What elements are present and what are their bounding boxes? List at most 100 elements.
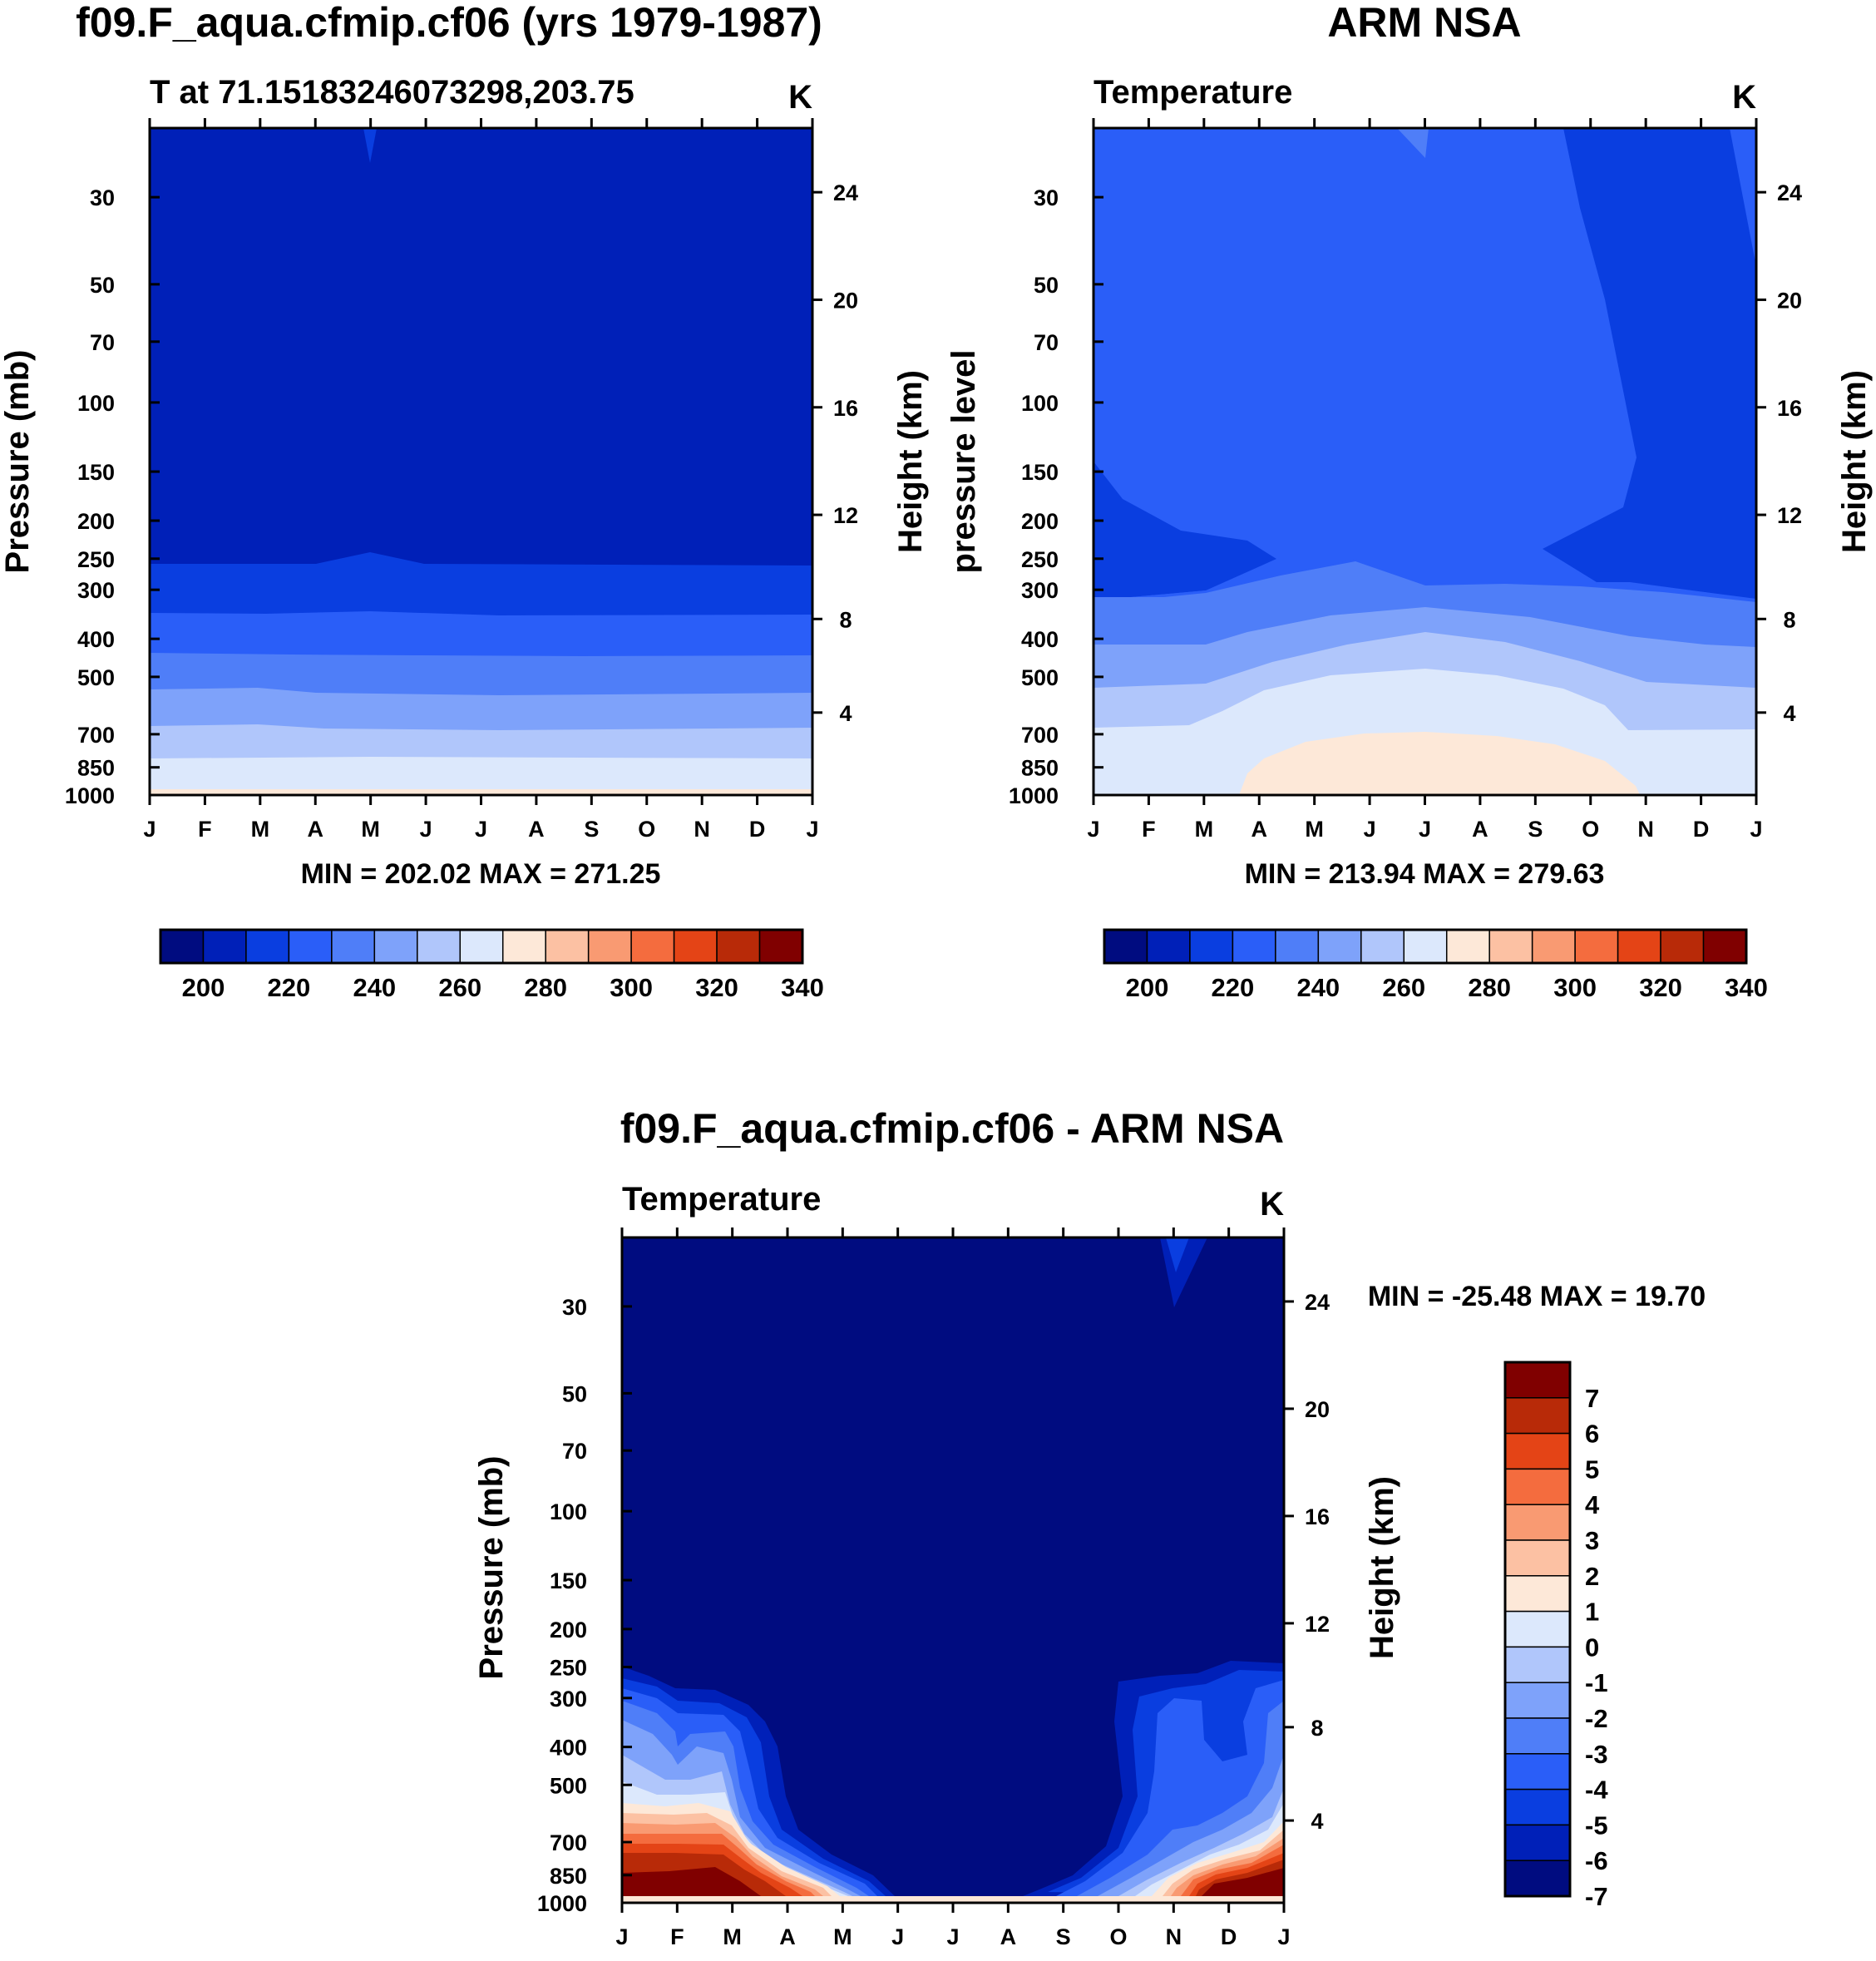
- diff-colorbar-label: 3: [1585, 1526, 1599, 1555]
- model-colorbar-swatch: [288, 929, 333, 964]
- model-ylabel-right: Height (km): [892, 370, 929, 553]
- arm-colorbar-swatch: [1146, 929, 1191, 964]
- arm-month-label: M: [1195, 817, 1214, 842]
- diff-month-label: D: [1221, 1924, 1237, 1949]
- model-height-label: 20: [833, 288, 858, 313]
- diff-right-band-p7: [1202, 1868, 1284, 1896]
- diff-pressure-label: 850: [550, 1864, 587, 1889]
- model-pressure-label: 850: [77, 756, 115, 781]
- diff-month-label: J: [891, 1924, 904, 1949]
- arm-colorbar-swatch: [1360, 929, 1405, 964]
- arm-contour-field: [1094, 128, 1756, 795]
- diff-band-upper-patch-inner: [1166, 1237, 1189, 1272]
- model-pressure-label: 70: [90, 330, 115, 355]
- arm-height-label: 12: [1777, 503, 1802, 528]
- diff-height-label: 16: [1305, 1504, 1330, 1529]
- model-month-label: F: [198, 817, 212, 842]
- diff-pressure-label: 500: [550, 1773, 587, 1798]
- diff-pressure-label: 700: [550, 1830, 587, 1855]
- diff-colorbar: 7 6 5 4 3 2 1 0 -1 -2 -3 -4 -5 -6 -7: [1503, 1361, 1608, 1911]
- diff-pressure-label: 250: [550, 1656, 587, 1681]
- model-month-label: J: [143, 817, 156, 842]
- diff-month-label: O: [1109, 1924, 1127, 1949]
- diff-pressure-label: 300: [550, 1687, 587, 1712]
- model-month-label: M: [361, 817, 380, 842]
- diff-pressure-label: 150: [550, 1568, 587, 1593]
- arm-colorbar-swatch: [1232, 929, 1276, 964]
- diff-pressure-label: 100: [550, 1499, 587, 1524]
- diff-month-label: S: [1056, 1924, 1071, 1949]
- model-height-label: 4: [839, 701, 852, 726]
- arm-colorbar-label: 320: [1639, 973, 1682, 1002]
- arm-colorbar-label: 220: [1212, 973, 1255, 1002]
- arm-height-label: 8: [1783, 607, 1795, 632]
- arm-pressure-label: 150: [1021, 460, 1059, 485]
- model-height-label: 8: [839, 607, 852, 632]
- model-pressure-label: 700: [77, 723, 115, 748]
- arm-colorbar-swatch: [1488, 929, 1533, 964]
- diff-contour-field: [622, 1237, 1284, 1903]
- model-colorbar-swatch: [758, 929, 803, 964]
- diff-colorbar-label: -2: [1585, 1704, 1608, 1733]
- model-colorbar-swatch: [501, 929, 546, 964]
- diff-month-label: J: [615, 1924, 628, 1949]
- diff-month-label: F: [670, 1924, 684, 1949]
- model-colorbar-swatch: [716, 929, 761, 964]
- model-month-label: N: [694, 817, 710, 842]
- diff-colorbar-label: -3: [1585, 1740, 1608, 1769]
- diff-title: f09.F_aqua.cfmip.cf06 - ARM NSA: [620, 1105, 1284, 1152]
- model-colorbar-swatch: [673, 929, 718, 964]
- model-height-axis: 24 20 16 12 8 4: [812, 180, 858, 726]
- model-height-label: 24: [833, 180, 858, 205]
- arm-colorbar-swatch: [1660, 929, 1705, 964]
- diff-colorbar-swatch: [1504, 1788, 1571, 1826]
- panel-arm-nsa: ARM NSA Temperature K 30 50 70 100 150 200 250…: [945, 0, 1873, 1002]
- arm-colorbar-label: 280: [1468, 973, 1511, 1002]
- model-colorbar-label: 340: [781, 973, 824, 1002]
- arm-colorbar-swatch: [1617, 929, 1661, 964]
- model-band-270: [150, 789, 812, 795]
- model-colorbar: 200 220 240 260 280 300 320 340: [159, 928, 824, 1002]
- diff-surface-strip: [622, 1896, 1284, 1903]
- arm-band-270: [1239, 732, 1640, 795]
- arm-pressure-label: 700: [1021, 723, 1059, 748]
- arm-band-patch: [1397, 128, 1429, 158]
- model-colorbar-label: 200: [182, 973, 225, 1002]
- diff-month-label: J: [1277, 1924, 1290, 1949]
- diff-colorbar-frame: [1503, 1361, 1572, 1898]
- model-colorbar-swatch: [417, 929, 462, 964]
- arm-height-label: 4: [1783, 701, 1795, 726]
- diff-colorbar-swatch: [1504, 1824, 1571, 1861]
- diff-units: K: [1260, 1186, 1284, 1223]
- diff-colorbar-label: 7: [1585, 1384, 1599, 1413]
- arm-colorbar-label: 260: [1382, 973, 1425, 1002]
- diff-height-label: 8: [1311, 1716, 1323, 1741]
- arm-month-label: A: [1251, 817, 1268, 842]
- arm-height-axis: 24 20 16 12 8 4: [1756, 180, 1802, 726]
- model-pressure-label: 300: [77, 578, 115, 603]
- arm-pressure-label: 30: [1034, 185, 1059, 210]
- arm-colorbar-swatch: [1531, 929, 1576, 964]
- arm-colorbar: 200 220 240 260 280 300 320 340: [1103, 928, 1768, 1002]
- diff-month-label: A: [779, 1924, 796, 1949]
- model-colorbar-swatch: [160, 929, 205, 964]
- arm-pressure-label: 1000: [1009, 783, 1059, 808]
- arm-colorbar-swatch: [1189, 929, 1234, 964]
- diff-month-label: M: [723, 1924, 742, 1949]
- arm-month-label: A: [1472, 817, 1488, 842]
- diff-colorbar-swatch: [1504, 1361, 1571, 1399]
- diff-height-axis: 24 20 16 12 8 4: [1284, 1290, 1330, 1834]
- arm-month-label: M: [1305, 817, 1324, 842]
- arm-height-label: 24: [1777, 180, 1802, 205]
- diff-pressure-label: 200: [550, 1618, 587, 1642]
- model-subtitle: T at 71.15183246073298,203.75: [150, 74, 634, 111]
- arm-title: ARM NSA: [1327, 0, 1521, 46]
- diff-colorbar-label: -7: [1585, 1882, 1608, 1911]
- arm-colorbar-swatch: [1103, 929, 1148, 964]
- arm-pressure-label: 200: [1021, 509, 1059, 534]
- arm-units: K: [1732, 79, 1756, 116]
